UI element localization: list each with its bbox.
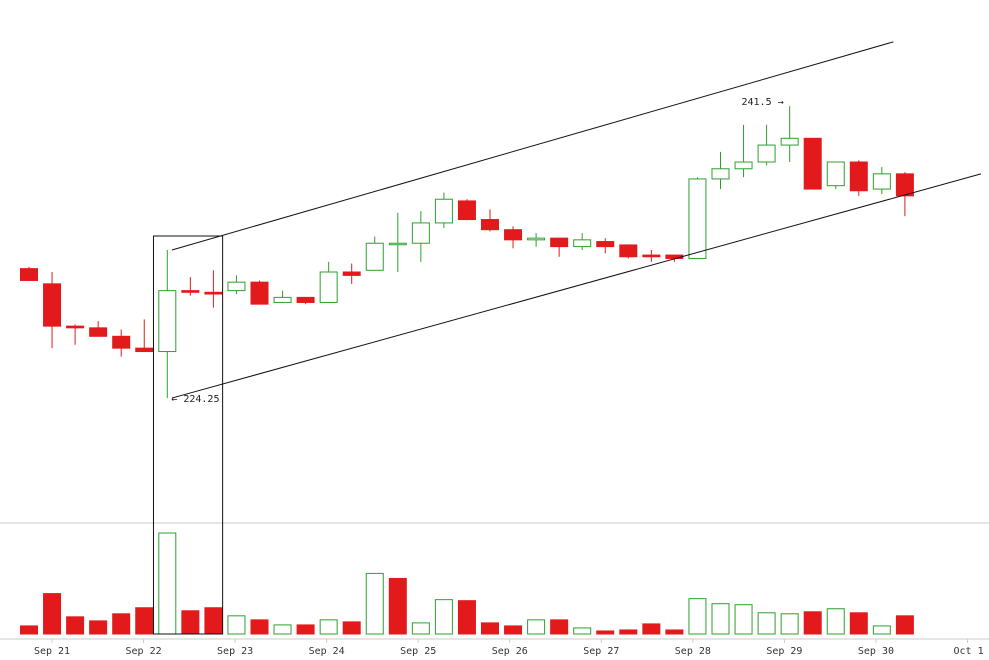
candle-body-up — [434, 198, 453, 224]
volume-bar-up — [273, 624, 292, 635]
candle-body-up — [319, 271, 338, 303]
candle-body-up — [780, 137, 799, 146]
candle-body-up — [158, 290, 177, 353]
candle-body-up — [734, 161, 753, 170]
volume-bar-down — [665, 629, 684, 635]
candle-body-down — [112, 335, 131, 349]
volume-bar-down — [66, 616, 85, 635]
volume-bar-up — [365, 572, 384, 635]
candle-body-down — [204, 291, 223, 295]
candle-body-up — [365, 242, 384, 271]
candle-body-up — [573, 239, 592, 248]
volume-bar-up — [688, 598, 707, 635]
volume-bar-down — [112, 613, 131, 635]
x-axis: Sep 21 Sep 22 Sep 23 Sep 24 Sep 25 Sep 26 Sep … — [34, 639, 984, 657]
candle-body-up — [273, 296, 292, 303]
candle-body-down — [849, 161, 868, 192]
volume-bar-down — [596, 630, 615, 635]
volume-bar-up — [158, 532, 177, 635]
volume-bar-down — [20, 625, 38, 635]
candle-body-down — [250, 281, 269, 305]
volume-bar-up — [411, 622, 430, 635]
volume-bar-down — [504, 625, 523, 635]
candle-body-down — [619, 244, 638, 258]
candle-body-down — [895, 173, 914, 197]
candle-body-down — [20, 268, 38, 281]
volume-bar-up — [872, 625, 891, 635]
volume-bar-down — [181, 610, 200, 635]
low-price-annotation: ← 224.25 — [171, 394, 219, 405]
candle-body-up — [826, 161, 845, 187]
volume-bar-down — [388, 577, 407, 635]
candle-body-up — [688, 178, 707, 259]
volume-bar-down — [204, 607, 223, 635]
volume-bar-down — [250, 619, 269, 635]
candle-body-down — [66, 325, 85, 329]
x-tick-label: Sep 23 — [217, 646, 253, 657]
candle-body-up — [872, 173, 891, 190]
candle-body-down — [481, 219, 499, 231]
x-tick-label: Sep 22 — [125, 646, 161, 657]
volume-bar-up — [573, 627, 592, 635]
volume-bar-down — [481, 622, 499, 635]
x-tick-label: Sep 21 — [34, 646, 70, 657]
volume-bar-down — [296, 624, 315, 635]
volume-bar-down — [895, 615, 914, 635]
candle-body-down — [596, 241, 615, 248]
candle-body-down — [43, 283, 62, 327]
volume-bar-down — [43, 593, 62, 635]
candle-body-down — [803, 137, 822, 190]
volume-panel — [20, 532, 914, 635]
volume-bar-up — [711, 603, 730, 635]
candle-body-down — [642, 254, 661, 258]
volume-bar-up — [757, 612, 776, 635]
candle-body-down — [181, 290, 200, 293]
x-tick-label: Sep 30 — [858, 646, 894, 657]
lower-channel-line — [171, 173, 982, 399]
volume-bar-down — [457, 600, 476, 635]
upper-channel-line — [171, 41, 894, 251]
candle-body-up — [711, 168, 730, 180]
volume-bar-down — [89, 620, 108, 635]
volume-bar-down — [849, 612, 868, 635]
candle-body-up — [411, 222, 430, 244]
candle-body-up — [757, 144, 776, 163]
candle-body-up — [527, 237, 546, 241]
volume-bar-down — [619, 629, 638, 635]
x-tick-label: Oct 1 — [954, 646, 984, 657]
volume-bar-up — [734, 604, 753, 635]
volume-bar-down — [803, 611, 822, 635]
volume-bar-up — [319, 619, 338, 635]
volume-bar-up — [227, 615, 246, 635]
high-price-annotation: 241.5 → — [741, 97, 783, 108]
candle-body-down — [89, 327, 108, 337]
volume-bar-up — [434, 599, 453, 635]
x-tick-label: Sep 29 — [766, 646, 802, 657]
price-panel — [20, 106, 914, 399]
x-tick-label: Sep 27 — [583, 646, 619, 657]
overlays: ← 224.25 241.5 → — [152, 41, 982, 635]
candle-body-down — [135, 347, 154, 353]
volume-bar-down — [342, 621, 361, 635]
x-tick-label: Sep 25 — [400, 646, 436, 657]
highlight-box — [152, 235, 224, 635]
x-tick-label: Sep 24 — [309, 646, 345, 657]
volume-bar-up — [780, 613, 799, 635]
volume-bar-down — [550, 619, 569, 635]
candle-body-down — [504, 229, 523, 241]
x-tick-label: Sep 26 — [492, 646, 528, 657]
volume-bar-down — [135, 607, 154, 635]
x-tick-label: Sep 28 — [675, 646, 711, 657]
candle-body-down — [457, 200, 476, 221]
candle-body-up — [227, 281, 246, 292]
candle-body-down — [342, 271, 361, 276]
volume-bar-down — [642, 623, 661, 635]
candle-body-down — [296, 296, 315, 303]
candle-body-up — [388, 242, 407, 246]
volume-bar-up — [527, 619, 546, 635]
candle-body-down — [550, 237, 569, 248]
volume-bar-up — [826, 608, 845, 635]
